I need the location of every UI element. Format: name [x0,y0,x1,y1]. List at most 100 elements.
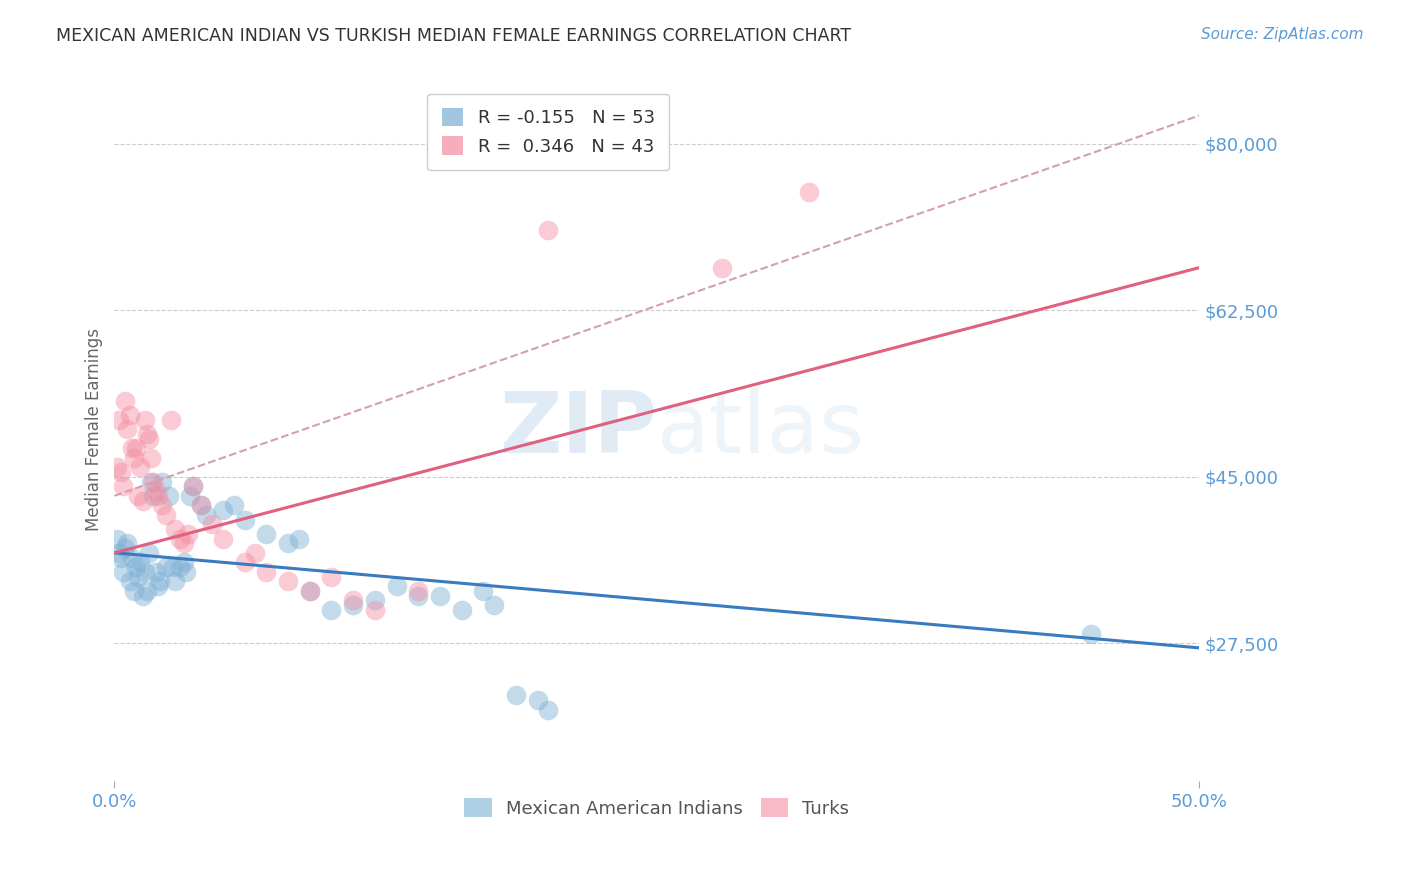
Point [254,565,277,579]
Point [385,579,408,593]
Point [121,550,143,565]
Point [181,479,204,493]
Point [342,598,364,612]
Point [146,489,169,503]
Point [450,603,472,617]
Point [190,498,212,512]
Point [127,489,149,503]
Point [121,442,143,456]
Point [288,532,311,546]
Point [212,503,235,517]
Point [277,574,299,589]
Point [114,393,136,408]
Point [131,493,153,508]
Legend: Mexican American Indians, Turks: Mexican American Indians, Turks [457,791,856,825]
Point [141,450,163,465]
Point [129,555,152,569]
Point [181,479,204,493]
Point [138,432,160,446]
Point [364,593,387,607]
Point [150,498,173,512]
Point [142,489,165,503]
Point [321,569,343,583]
Point [173,536,195,550]
Text: Source: ZipAtlas.com: Source: ZipAtlas.com [1201,27,1364,42]
Text: ZIP: ZIP [499,388,657,471]
Point [129,460,152,475]
Point [136,427,159,442]
Point [162,560,184,574]
Point [157,489,180,503]
Point [245,546,267,560]
Point [114,541,136,555]
Point [145,483,167,498]
Point [277,536,299,550]
Point [105,460,128,475]
Point [222,498,245,512]
Text: MEXICAN AMERICAN INDIAN VS TURKISH MEDIAN FEMALE EARNINGS CORRELATION CHART: MEXICAN AMERICAN INDIAN VS TURKISH MEDIA… [56,27,852,45]
Point [117,536,139,550]
Point [1080,626,1102,640]
Point [174,565,197,579]
Point [429,589,451,603]
Point [134,413,156,427]
Point [107,546,129,560]
Point [138,546,160,560]
Point [149,574,172,589]
Point [194,508,217,522]
Point [298,583,321,598]
Point [537,222,560,236]
Point [321,603,343,617]
Point [131,589,153,603]
Point [165,522,187,536]
Point [141,475,163,489]
Point [212,532,235,546]
Point [155,508,177,522]
Point [136,583,159,598]
Point [201,517,224,532]
Point [505,689,527,703]
Point [342,593,364,607]
Point [298,583,321,598]
Point [105,532,128,546]
Point [169,560,191,574]
Point [122,450,145,465]
Point [118,574,141,589]
Y-axis label: Median Female Earnings: Median Female Earnings [86,327,103,531]
Point [107,413,129,427]
Point [125,442,148,456]
Point [711,260,734,275]
Point [526,693,548,707]
Point [173,555,195,569]
Point [406,589,429,603]
Point [125,560,148,574]
Point [179,489,201,503]
Point [150,475,173,489]
Text: atlas: atlas [657,388,865,471]
Point [145,565,167,579]
Point [537,703,560,717]
Point [118,408,141,422]
Point [482,598,505,612]
Point [112,479,135,493]
Point [233,555,256,569]
Point [165,574,187,589]
Point [160,413,183,427]
Point [122,583,145,598]
Point [406,583,429,598]
Point [146,579,169,593]
Point [169,532,191,546]
Point [110,550,132,565]
Point [112,565,135,579]
Point [254,526,277,541]
Point [177,526,200,541]
Point [190,498,212,512]
Point [127,569,149,583]
Point [110,465,132,479]
Point [364,603,387,617]
Point [117,422,139,436]
Point [134,565,156,579]
Point [797,185,820,199]
Point [155,560,177,574]
Point [472,583,495,598]
